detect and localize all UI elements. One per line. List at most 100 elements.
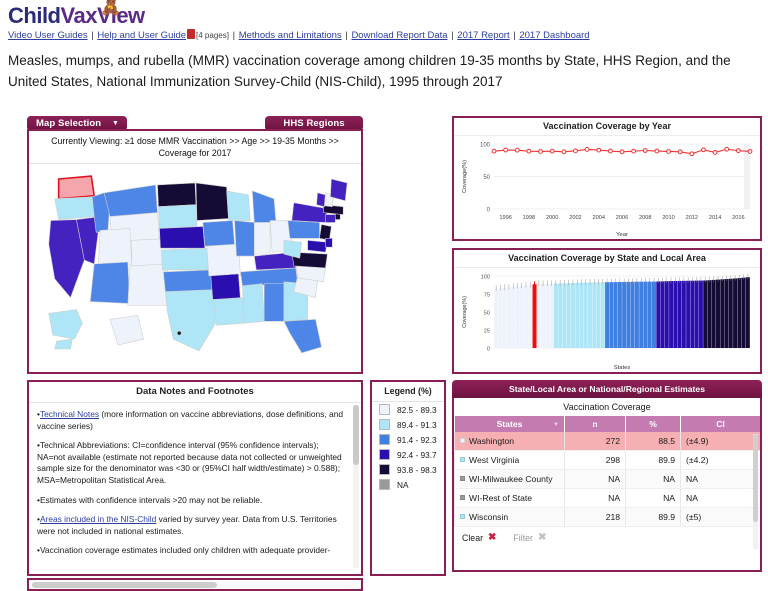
- bar[interactable]: [622, 281, 627, 348]
- bar[interactable]: [613, 282, 618, 348]
- state-mo[interactable]: [206, 243, 241, 277]
- link-methods-and-limitations[interactable]: Methods and Limitations: [238, 30, 342, 41]
- bar[interactable]: [634, 281, 639, 348]
- state-de[interactable]: [325, 238, 333, 248]
- bar[interactable]: [737, 278, 742, 348]
- state-ak[interactable]: [48, 309, 83, 340]
- bar[interactable]: [588, 282, 592, 348]
- state-ar[interactable]: [210, 273, 241, 300]
- bar-highlighted[interactable]: [532, 284, 537, 348]
- table-row[interactable]: Washington 272 88.5 (±4.9): [454, 432, 760, 451]
- horizontal-scrollbar[interactable]: [27, 578, 363, 591]
- state-mi[interactable]: [251, 190, 277, 223]
- bar[interactable]: [669, 281, 674, 348]
- state-mt[interactable]: [103, 184, 158, 217]
- data-point[interactable]: [631, 148, 637, 154]
- state-wa[interactable]: [57, 175, 96, 200]
- state-dc[interactable]: [176, 330, 182, 336]
- sort-descending-icon[interactable]: ▼: [553, 422, 559, 428]
- state-or[interactable]: [54, 196, 95, 220]
- bar[interactable]: [519, 286, 524, 348]
- bar[interactable]: [741, 277, 746, 348]
- state-mn[interactable]: [195, 182, 229, 221]
- bar[interactable]: [630, 281, 635, 348]
- chart-body-by-year[interactable]: 0 50 100 Coverage(%) 1996 1998 2000 2002 2004 200…: [454, 136, 760, 241]
- table-row[interactable]: WI-Rest of State NA NA NA: [454, 488, 760, 508]
- bar[interactable]: [617, 281, 622, 348]
- bar[interactable]: [579, 282, 584, 348]
- state-pa[interactable]: [287, 220, 320, 239]
- bar[interactable]: [541, 283, 546, 348]
- data-point[interactable]: [607, 148, 613, 154]
- us-choropleth-map[interactable]: [29, 164, 361, 364]
- state-fl[interactable]: [283, 319, 322, 354]
- line-chart-svg[interactable]: 0 50 100 Coverage(%) 1996 1998 2000 2002 2004 200…: [454, 136, 760, 241]
- bar[interactable]: [707, 280, 712, 348]
- bar[interactable]: [647, 281, 652, 348]
- map-selection-dropdown[interactable]: Map Selection ▼: [27, 116, 127, 131]
- hhs-regions-button[interactable]: HHS Regions: [265, 116, 363, 131]
- bar[interactable]: [673, 280, 678, 348]
- link-technical-notes[interactable]: Technical Notes: [39, 409, 100, 419]
- state-az[interactable]: [89, 261, 131, 304]
- bar[interactable]: [536, 283, 541, 348]
- data-point[interactable]: [712, 150, 718, 155]
- bar[interactable]: [562, 283, 567, 348]
- state-nd[interactable]: [157, 182, 197, 208]
- data-point[interactable]: [619, 149, 625, 155]
- bar[interactable]: [724, 279, 729, 348]
- state-in[interactable]: [253, 222, 271, 255]
- bar[interactable]: [545, 283, 550, 348]
- state-ak-islands[interactable]: [54, 338, 73, 350]
- link-help-and-user-guide[interactable]: Help and User Guide: [97, 30, 187, 41]
- bar[interactable]: [575, 282, 580, 348]
- bar[interactable]: [745, 277, 750, 348]
- us-map-svg[interactable]: [29, 164, 361, 364]
- state-ut[interactable]: [97, 228, 133, 267]
- bar[interactable]: [558, 283, 563, 348]
- table-row[interactable]: Wisconsin 218 89.9 (±5): [454, 507, 760, 527]
- state-la[interactable]: [212, 297, 245, 326]
- link-2017-report[interactable]: 2017 Report: [457, 30, 510, 41]
- bar[interactable]: [592, 282, 597, 348]
- link-video-user-guides[interactable]: Video User Guides: [8, 30, 88, 41]
- bar[interactable]: [690, 280, 695, 348]
- horizontal-scrollbar-thumb[interactable]: [32, 582, 217, 588]
- data-point[interactable]: [584, 147, 590, 152]
- data-point[interactable]: [666, 149, 671, 154]
- bar[interactable]: [660, 281, 665, 348]
- chart-body-by-state[interactable]: 0 25 50 75 100 Coverage(%) States: [454, 268, 760, 374]
- notes-vertical-scrollbar[interactable]: [353, 405, 359, 568]
- state-wi[interactable]: [226, 190, 251, 221]
- column-header-n[interactable]: n: [563, 416, 626, 432]
- data-point[interactable]: [561, 149, 567, 155]
- legend-item[interactable]: 92.4 - 93.7: [372, 447, 444, 462]
- bar[interactable]: [570, 283, 575, 348]
- bar[interactable]: [502, 287, 507, 348]
- bar-chart-svg[interactable]: 0 25 50 75 100 Coverage(%) States: [454, 268, 760, 374]
- link-areas-included-nis-child[interactable]: Areas included in the NIS-Child: [39, 514, 157, 525]
- column-header-states[interactable]: States ▼: [454, 416, 565, 432]
- bar[interactable]: [664, 281, 669, 348]
- legend-item[interactable]: 91.4 - 92.3: [372, 432, 444, 447]
- bar[interactable]: [677, 280, 682, 348]
- table-vertical-scrollbar[interactable]: [753, 434, 758, 549]
- bar[interactable]: [720, 279, 725, 348]
- data-point[interactable]: [596, 147, 602, 153]
- bar[interactable]: [511, 286, 516, 348]
- data-point[interactable]: [735, 148, 741, 154]
- bar[interactable]: [605, 282, 610, 348]
- legend-item[interactable]: 82.5 - 89.3: [372, 402, 444, 417]
- bar[interactable]: [728, 278, 733, 348]
- state-nj[interactable]: [319, 224, 332, 241]
- bar[interactable]: [506, 287, 511, 348]
- notes-scrollbar-thumb[interactable]: [353, 405, 359, 465]
- bar[interactable]: [733, 278, 738, 348]
- data-point[interactable]: [677, 149, 683, 155]
- data-point[interactable]: [503, 147, 509, 153]
- bar[interactable]: [652, 281, 656, 348]
- bar[interactable]: [524, 285, 528, 348]
- bar[interactable]: [494, 288, 499, 348]
- legend-item[interactable]: 93.8 - 98.3: [372, 462, 444, 477]
- bar[interactable]: [549, 283, 554, 348]
